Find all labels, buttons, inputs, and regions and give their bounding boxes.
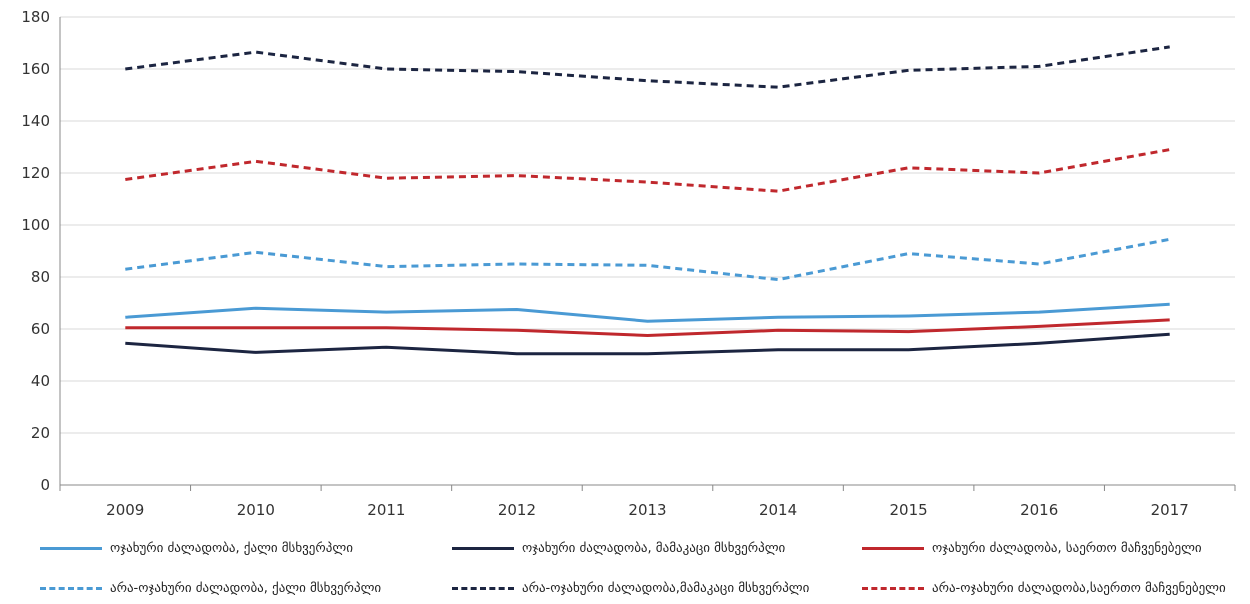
data-point-s3-2009 bbox=[124, 326, 127, 329]
data-point-s4-2016 bbox=[1038, 263, 1041, 266]
data-point-s3-2015 bbox=[907, 330, 910, 333]
x-tick-label: 2013 bbox=[628, 501, 666, 519]
x-tick-label: 2010 bbox=[237, 501, 275, 519]
data-point-s3-2014 bbox=[777, 329, 780, 332]
x-tick-label: 2012 bbox=[498, 501, 536, 519]
legend-label: ოჯახური ძალადობა, მამაკაცი მსხვერპლი bbox=[522, 540, 786, 556]
x-tick-label: 2016 bbox=[1020, 501, 1058, 519]
legend-item: არა-ოჯახური ძალადობა,მამაკაცი მსხვერპლი bbox=[452, 576, 809, 600]
data-point-s2-2017 bbox=[1168, 333, 1171, 336]
legend-swatch bbox=[452, 546, 514, 550]
data-point-s4-2013 bbox=[646, 264, 649, 267]
y-tick-label: 80 bbox=[31, 268, 50, 286]
x-tick-label: 2017 bbox=[1151, 501, 1189, 519]
data-point-s6-2015 bbox=[907, 166, 910, 169]
data-point-s5-2017 bbox=[1168, 45, 1171, 48]
y-tick-label: 100 bbox=[21, 216, 50, 234]
x-tick-label: 2015 bbox=[890, 501, 928, 519]
data-point-s6-2012 bbox=[515, 174, 518, 177]
series-line-3 bbox=[125, 318, 1170, 337]
data-point-s1-2013 bbox=[646, 320, 649, 323]
data-point-s2-2013 bbox=[646, 352, 649, 355]
data-point-s5-2011 bbox=[385, 68, 388, 71]
x-tick-label: 2009 bbox=[106, 501, 144, 519]
y-tick-label: 180 bbox=[21, 8, 50, 26]
data-point-s1-2009 bbox=[124, 316, 127, 319]
series-line-4 bbox=[125, 237, 1170, 282]
data-point-s1-2011 bbox=[385, 311, 388, 314]
data-point-s5-2012 bbox=[515, 70, 518, 73]
data-point-s6-2009 bbox=[124, 178, 127, 181]
data-point-s2-2015 bbox=[907, 348, 910, 351]
legend-swatch bbox=[40, 546, 102, 550]
legend-label: ოჯახური ძალადობა, ქალი მსხვერპლი bbox=[110, 540, 353, 556]
legend-label: არა-ოჯახური ძალადობა,საერთო მაჩვენებელი bbox=[932, 580, 1226, 596]
data-point-s4-2014 bbox=[777, 278, 780, 281]
data-point-s1-2014 bbox=[777, 316, 780, 319]
data-point-s3-2013 bbox=[646, 334, 649, 337]
series-line-2 bbox=[125, 332, 1170, 356]
data-point-s3-2010 bbox=[254, 326, 257, 329]
data-point-s1-2016 bbox=[1038, 311, 1041, 314]
legend-item: ოჯახური ძალადობა, ქალი მსხვერპლი bbox=[40, 536, 353, 560]
data-point-s4-2011 bbox=[385, 265, 388, 268]
data-point-s3-2017 bbox=[1168, 318, 1171, 321]
data-point-s1-2015 bbox=[907, 315, 910, 318]
y-tick-label: 120 bbox=[21, 164, 50, 182]
y-tick-label: 160 bbox=[21, 60, 50, 78]
data-point-s1-2017 bbox=[1168, 303, 1171, 306]
data-point-s3-2011 bbox=[385, 326, 388, 329]
y-tick-label: 20 bbox=[31, 424, 50, 442]
data-point-s4-2012 bbox=[515, 263, 518, 266]
data-point-s5-2010 bbox=[254, 51, 257, 54]
data-point-s5-2014 bbox=[777, 86, 780, 89]
legend-item: არა-ოჯახური ძალადობა,საერთო მაჩვენებელი bbox=[862, 576, 1226, 600]
y-tick-label: 40 bbox=[31, 372, 50, 390]
series-line-6 bbox=[125, 148, 1170, 193]
data-point-s4-2009 bbox=[124, 268, 127, 271]
data-point-s2-2016 bbox=[1038, 342, 1041, 345]
legend-swatch bbox=[452, 586, 514, 590]
data-point-s6-2014 bbox=[777, 190, 780, 193]
data-point-s2-2011 bbox=[385, 346, 388, 349]
data-point-s6-2016 bbox=[1038, 172, 1041, 175]
data-point-s5-2013 bbox=[646, 79, 649, 82]
data-point-s2-2010 bbox=[254, 351, 257, 354]
legend-label: ოჯახური ძალადობა, საერთო მაჩვენებელი bbox=[932, 540, 1202, 556]
data-point-s5-2009 bbox=[124, 68, 127, 71]
legend-label: არა-ოჯახური ძალადობა, ქალი მსხვერპლი bbox=[110, 580, 382, 596]
legend-swatch bbox=[862, 546, 924, 550]
line-chart: 0 20 40 60 80 100 120 140 160 180 2009 2010 2011 2012… bbox=[21, 8, 1236, 519]
legend-label: არა-ოჯახური ძალადობა,მამაკაცი მსხვერპლი bbox=[522, 580, 810, 596]
legend-item: არა-ოჯახური ძალადობა, ქალი მსხვერპლი bbox=[40, 576, 381, 600]
data-point-s5-2015 bbox=[907, 69, 910, 72]
data-point-s4-2010 bbox=[254, 251, 257, 254]
data-point-s2-2014 bbox=[777, 348, 780, 351]
data-point-s3-2012 bbox=[515, 329, 518, 332]
x-tick-label: 2014 bbox=[759, 501, 797, 519]
legend-swatch bbox=[40, 586, 102, 590]
data-point-s1-2010 bbox=[254, 307, 257, 310]
legend: ოჯახური ძალადობა, ქალი მსხვერპლი ოჯახური … bbox=[0, 528, 1250, 604]
y-tick-label: 140 bbox=[21, 112, 50, 130]
data-point-s6-2013 bbox=[646, 181, 649, 184]
data-point-s6-2010 bbox=[254, 160, 257, 163]
legend-swatch bbox=[862, 586, 924, 590]
data-point-s4-2015 bbox=[907, 252, 910, 255]
series-line-1 bbox=[125, 302, 1170, 323]
data-point-s2-2009 bbox=[124, 342, 127, 345]
y-tick-label: 0 bbox=[40, 476, 50, 494]
legend-item: ოჯახური ძალადობა, საერთო მაჩვენებელი bbox=[862, 536, 1202, 560]
x-tick-label: 2011 bbox=[367, 501, 405, 519]
data-point-s4-2017 bbox=[1168, 238, 1171, 241]
data-point-s1-2012 bbox=[515, 308, 518, 311]
data-point-s2-2012 bbox=[515, 352, 518, 355]
data-point-s3-2016 bbox=[1038, 325, 1041, 328]
data-point-s6-2017 bbox=[1168, 148, 1171, 151]
y-tick-label: 60 bbox=[31, 320, 50, 338]
data-point-s5-2016 bbox=[1038, 65, 1041, 68]
data-point-s6-2011 bbox=[385, 177, 388, 180]
legend-item: ოჯახური ძალადობა, მამაკაცი მსხვერპლი bbox=[452, 536, 785, 560]
